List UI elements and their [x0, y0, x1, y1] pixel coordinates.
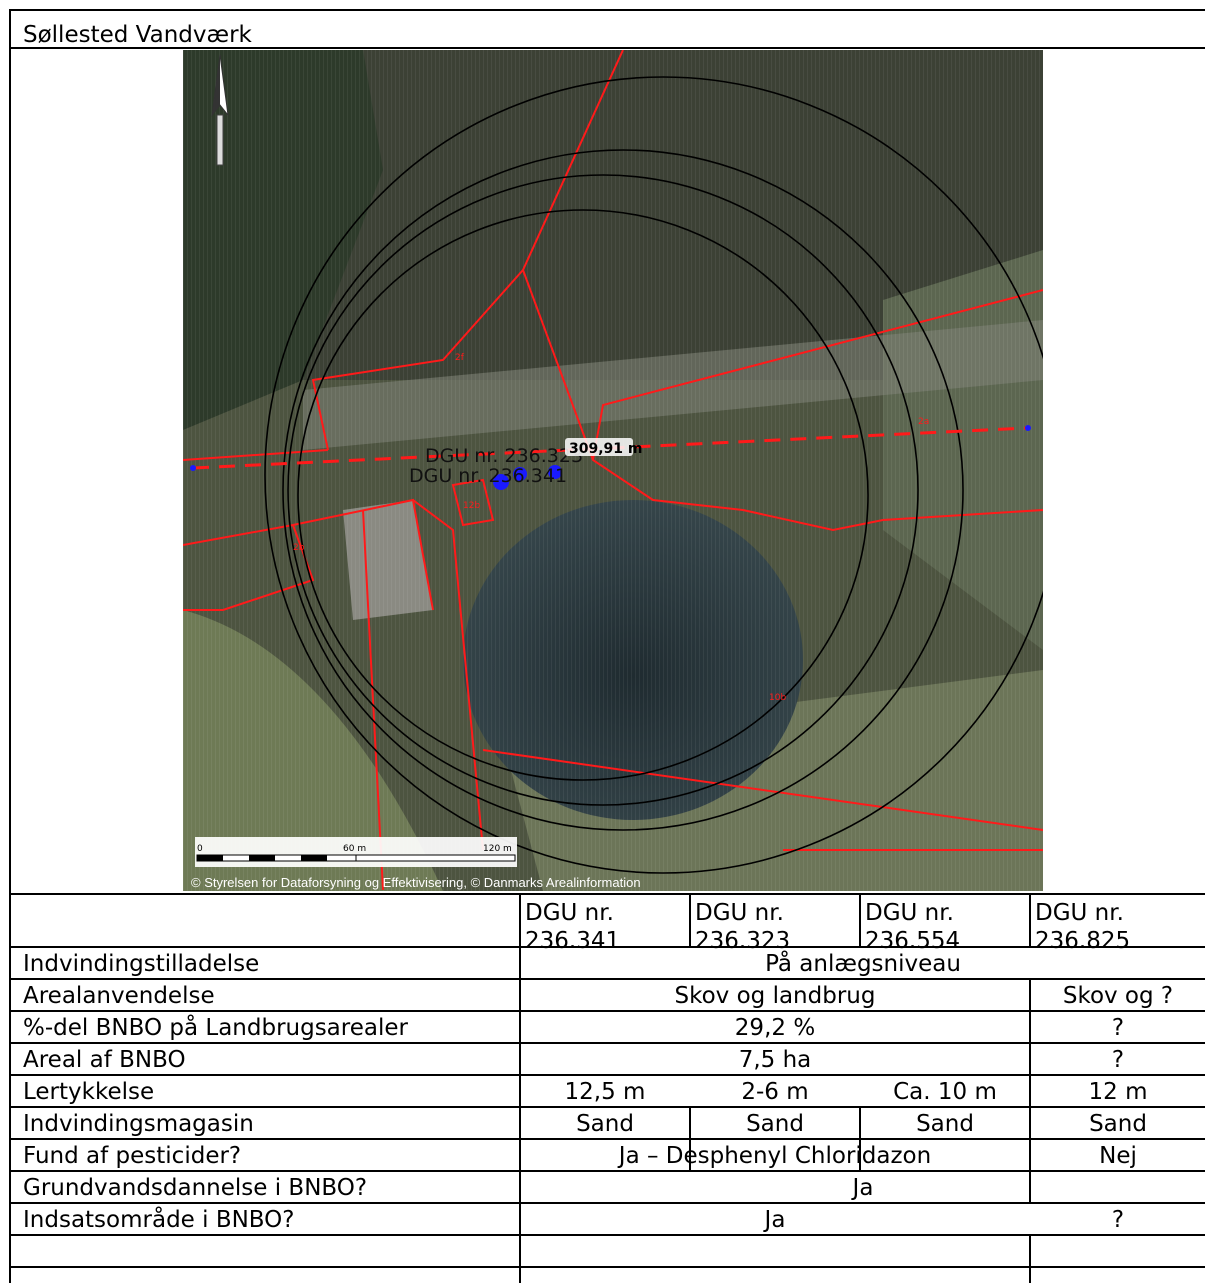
table-cell: Ja [764, 1207, 786, 1233]
col-line [519, 893, 521, 1283]
scale-label-60: 60 m [343, 844, 366, 854]
table-cell: ? [1111, 1015, 1125, 1041]
north-arrow-icon [211, 54, 229, 166]
table-cell: 12 m [1088, 1079, 1148, 1105]
col-line [689, 1106, 691, 1138]
row-label: Areal af BNBO [23, 1047, 186, 1073]
table-cell: Ja [852, 1175, 874, 1201]
table-cell: På anlægsniveau [765, 951, 961, 977]
document: Søllested Vandværk [9, 9, 1205, 1283]
table-cell: 7,5 ha [738, 1047, 812, 1073]
table-cell: Sand [746, 1111, 804, 1137]
col-line [859, 1106, 861, 1170]
top-border [9, 9, 1205, 11]
bnbo-circles [264, 76, 1043, 874]
map-svg: DGU nr. 236.323 DGU nr. 236.341 309,91 m… [183, 50, 1043, 891]
row-label: %-del BNBO på Landbrugsarealer [23, 1015, 408, 1041]
table-cell: Sand [576, 1111, 634, 1137]
table-cell: Sand [916, 1111, 974, 1137]
parcel-label-4: 10b [769, 693, 786, 703]
row-line [9, 1042, 1205, 1044]
row-label: Fund af pesticider? [23, 1143, 242, 1169]
parcel-label-3: 2b [293, 543, 305, 553]
row-line [9, 1202, 1205, 1204]
row-label: Indvindingsmagasin [23, 1111, 254, 1137]
col-line [689, 1138, 691, 1170]
row-line [9, 1074, 1205, 1076]
row-line [9, 1170, 1205, 1172]
table-cell: 12,5 m [564, 1079, 646, 1105]
col-line [1029, 1106, 1031, 1202]
map-divider [9, 893, 1205, 895]
table-cell: Nej [1099, 1143, 1137, 1169]
col-line [1029, 1234, 1031, 1283]
table-cell: Skov og ? [1062, 983, 1174, 1009]
well-label-236323: DGU nr. 236.323 [425, 445, 583, 467]
measure-start [190, 465, 196, 471]
page-title: Søllested Vandværk [23, 22, 252, 48]
row-line [9, 1234, 1205, 1236]
measure-end [1025, 425, 1031, 431]
aerial-map: DGU nr. 236.323 DGU nr. 236.341 309,91 m… [183, 50, 1043, 891]
title-divider [9, 47, 1205, 49]
table-cell: Skov og landbrug [674, 983, 876, 1009]
measure-label: 309,91 m [569, 441, 643, 457]
row-line [9, 1010, 1205, 1012]
parcel-label-0: 2f [455, 353, 465, 363]
col-line [1029, 893, 1031, 947]
table-cell: Ja – Desphenyl Chloridazon [618, 1143, 932, 1169]
column-header-236825: DGU nr. 236.825 [1035, 900, 1131, 954]
column-header-236554: DGU nr. 236.554 [865, 900, 961, 954]
row-line [9, 1266, 1205, 1268]
row-label: Arealanvendelse [23, 983, 215, 1009]
parcel-lines [183, 50, 1043, 891]
scale-bar: 0 60 m 120 m [195, 837, 517, 867]
row-label: Lertykkelse [23, 1079, 155, 1105]
row-line [9, 1138, 1205, 1140]
col-line [689, 893, 691, 947]
row-label: Grundvandsdannelse i BNBO? [23, 1175, 368, 1201]
row-line [9, 946, 1205, 948]
row-label: Indvindingstilladelse [23, 951, 260, 977]
left-border [9, 9, 11, 1283]
col-line [859, 893, 861, 947]
table-cell: Sand [1089, 1111, 1147, 1137]
measure-label-bg [565, 438, 633, 456]
column-header-236341: DGU nr. 236.341 [525, 900, 621, 954]
table-cell: ? [1111, 1047, 1125, 1073]
table-cell: Ca. 10 m [893, 1079, 997, 1105]
scale-label-0: 0 [197, 844, 203, 854]
table-cell: 2-6 m [741, 1079, 809, 1105]
map-copyright: © Styrelsen for Dataforsyning og Effekti… [191, 875, 641, 890]
scale-label-120: 120 m [483, 844, 512, 854]
parcel-label-2: 12b [463, 501, 480, 511]
row-line [9, 1106, 1205, 1108]
table-cell: ? [1111, 1207, 1125, 1233]
parcel-label-1: 2a [918, 417, 929, 427]
wells [493, 465, 562, 490]
col-line [1029, 978, 1031, 1106]
table-cell: 29,2 % [734, 1015, 816, 1041]
well-label-236341: DGU nr. 236.341 [409, 465, 567, 487]
row-line [9, 978, 1205, 980]
row-label: Indsatsområde i BNBO? [23, 1207, 295, 1233]
bnbo-hatching [183, 50, 1043, 891]
column-header-236323: DGU nr. 236.323 [695, 900, 791, 954]
